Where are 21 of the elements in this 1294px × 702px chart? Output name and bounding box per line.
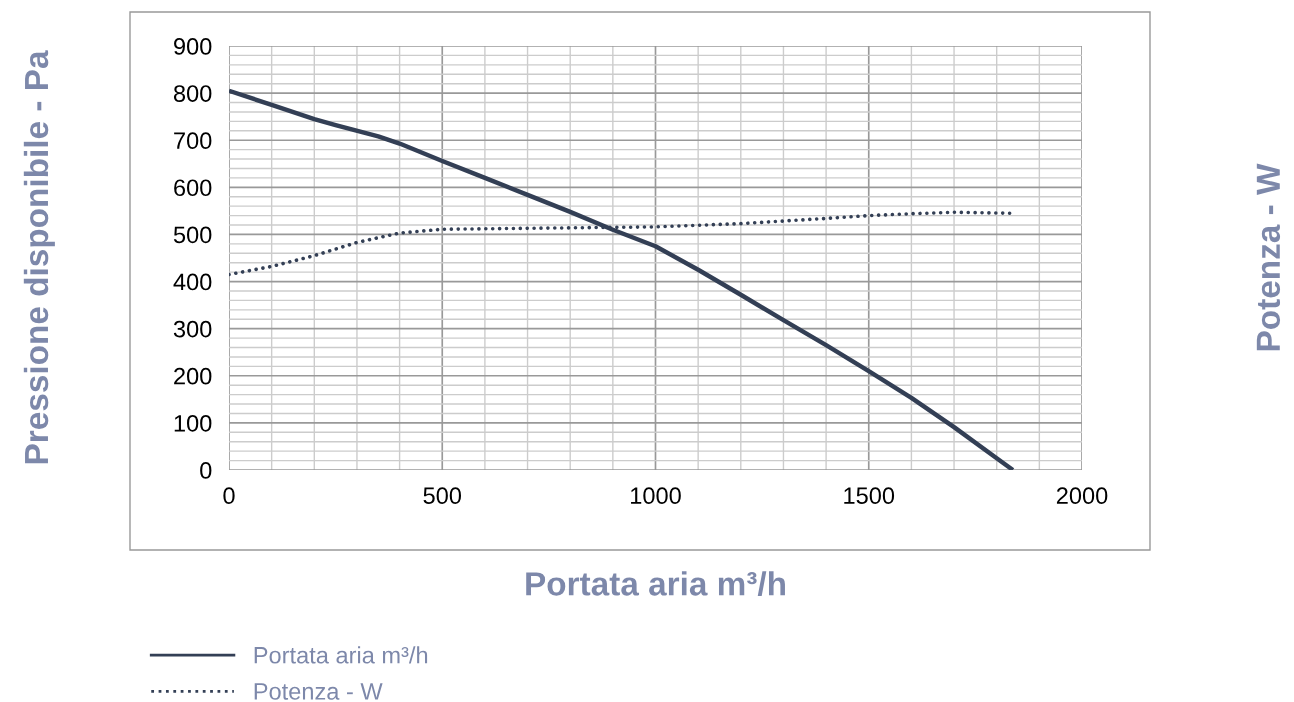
- y-tick-label: 100: [174, 414, 212, 432]
- y-tick-label: 200: [174, 367, 212, 385]
- x-tick-label: 2000: [1056, 487, 1108, 505]
- x-axis-title: Portata aria m³/h: [526, 571, 785, 596]
- legend-label: Potenza - W: [254, 683, 383, 700]
- y-tick-label: 500: [173, 226, 212, 244]
- y-tick-label: 900: [174, 38, 212, 55]
- y-tick-label: 300: [173, 320, 212, 338]
- y2-axis-title: Potenza - W: [1256, 163, 1281, 351]
- x-tick-label: 1000: [631, 487, 681, 505]
- y-tick-label: 700: [174, 132, 212, 150]
- legend-label: Portata aria m³/h: [254, 646, 428, 664]
- x-tick-label: 500: [423, 487, 462, 505]
- y-tick-label: 400: [173, 273, 212, 291]
- x-tick-label: 0: [223, 487, 235, 505]
- line-series: [229, 88, 1016, 470]
- x-tick-label: 1500: [844, 487, 895, 505]
- y-tick-label: 800: [173, 85, 212, 102]
- y-tick-label: 600: [174, 179, 212, 197]
- y-tick-label: 0: [200, 462, 212, 479]
- y-axis-title: Pressione disponibile - Pa: [23, 50, 55, 464]
